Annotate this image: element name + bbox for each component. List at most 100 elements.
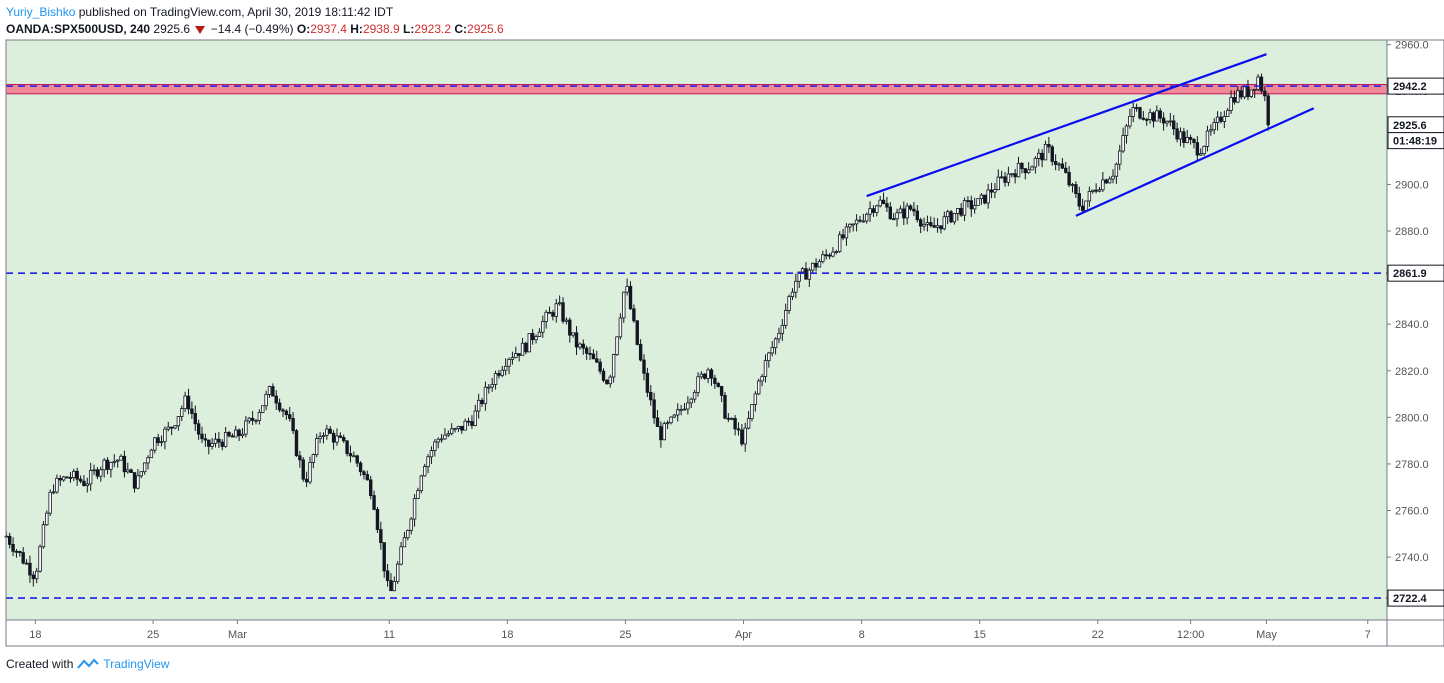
candle [288,406,292,422]
candle [780,319,785,341]
candle-body-up [88,470,93,485]
candle [723,391,727,420]
plot-background[interactable] [6,40,1387,620]
candle-body-up [1178,131,1183,140]
candle-body-up [979,194,984,200]
candle [51,484,56,495]
candle-body-down [75,470,79,480]
candle-body-up [537,331,542,337]
candle-body-down [470,421,474,426]
candle-body-down [649,391,653,401]
candle [497,369,501,379]
candle [399,541,403,566]
candle [571,332,575,338]
candle-body-down [480,399,484,405]
candle [402,531,407,548]
candle-body-up [41,524,46,548]
x-tick-label: Apr [735,629,752,641]
published-text: published on TradingView.com, April 30, … [78,5,394,19]
horizontal-lines-layer [6,85,1387,599]
candle-body-up [669,416,673,424]
candle-body-up [136,475,140,489]
candle [628,281,633,310]
candle [881,192,886,205]
candle [1097,186,1102,193]
candle-body-up [615,336,619,355]
candle [696,372,700,397]
candle [1077,186,1081,211]
candle-body-down [298,455,302,461]
candle-body-up [986,189,990,204]
author-link[interactable]: Yuriy_Bishko [6,5,76,19]
candle-body-up [854,219,859,225]
candle [574,326,579,356]
candle [406,529,410,541]
candle-body-down [217,438,221,443]
candle [1020,162,1024,174]
candle [1192,138,1196,149]
candle [463,418,467,431]
candle-body-down [58,477,63,481]
candle-body-up [1114,163,1119,177]
candle-body-down [342,437,346,442]
candle-body-up [325,428,329,436]
candle [932,217,936,228]
candle-body-down [1266,95,1270,126]
candle-body-up [807,269,812,280]
candle-body-down [716,383,720,387]
candle-body-up [261,405,265,413]
candle [746,411,751,430]
candle-body-down [588,352,592,355]
price-tag-label: 01:48:19 [1393,136,1437,148]
candle-body-down [338,435,343,438]
price-tag: 2861.9 [1387,264,1444,282]
candle-body-down [1080,205,1085,211]
candle [1094,183,1098,194]
candle [784,303,788,329]
open-value: 2937.4 [310,22,347,36]
candle [1003,172,1007,187]
candle [244,416,248,438]
candle-body-up [956,208,960,214]
candle [180,405,184,421]
candle-body-up [163,428,167,443]
candle [1242,85,1247,100]
candle [345,440,349,457]
candle [868,201,872,223]
candle-body-down [733,418,737,430]
candle [642,354,646,381]
candle [1134,103,1139,112]
candle [213,432,218,448]
candle [767,351,771,368]
candle [676,403,680,422]
candle [1148,108,1152,124]
candle-body-down [250,417,255,421]
candle [935,218,940,233]
candle [173,425,177,430]
candle [554,299,558,323]
candle-body-up [706,369,710,379]
candle [439,433,444,443]
candle [294,428,299,457]
candle [925,215,930,232]
candle-body-up [1097,189,1102,192]
candle-body-down [281,409,285,412]
candle-body-down [1138,107,1142,119]
candle-body-up [878,199,882,207]
candle [95,467,100,480]
x-tick-label: 15 [974,629,986,641]
candle-body-up [503,365,508,371]
candle [487,383,491,394]
tradingview-brand-link[interactable]: TradingView [103,657,170,671]
candle [105,457,110,475]
candle-body-up [38,546,42,572]
candle [1212,118,1216,135]
candle [844,223,849,246]
candle [1053,154,1058,171]
candle-body-down [95,469,100,477]
candle-body-down [28,562,32,576]
candle-body-down [605,379,609,385]
candle-body-up [541,321,545,333]
candle-body-down [1175,128,1179,140]
